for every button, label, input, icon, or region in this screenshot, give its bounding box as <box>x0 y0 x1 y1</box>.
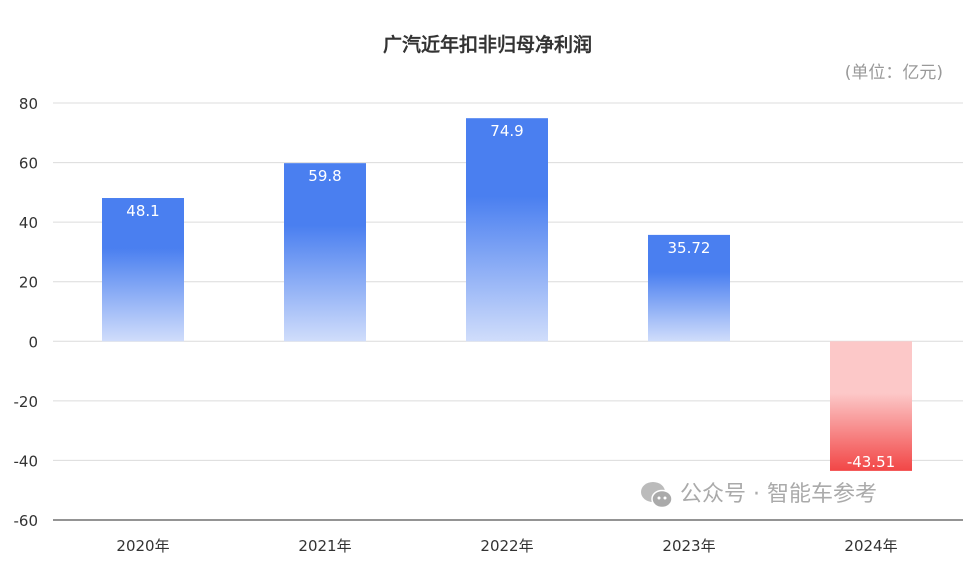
wechat-icon <box>641 482 673 509</box>
x-tick-label: 2023年 <box>662 537 715 555</box>
y-tick-label: 80 <box>19 95 38 113</box>
watermark: 公众号 · 智能车参考 <box>640 481 877 509</box>
data-label: 74.9 <box>490 122 523 140</box>
x-tick-label: 2024年 <box>844 537 897 555</box>
y-tick-label: 0 <box>28 333 38 351</box>
unit-label: (单位：亿元) <box>844 63 943 83</box>
watermark-text: 公众号 · 智能车参考 <box>680 482 877 507</box>
y-tick-label: 20 <box>19 274 38 292</box>
data-label: 35.72 <box>668 239 711 257</box>
bar <box>284 163 366 342</box>
chart-title: 广汽近年扣非归母净利润 <box>382 34 592 56</box>
x-tick-label: 2020年 <box>116 537 169 555</box>
y-tick-label: 60 <box>19 155 38 173</box>
bar <box>466 118 548 342</box>
y-tick-label: 40 <box>19 214 38 232</box>
bar <box>102 198 184 342</box>
data-label: -43.51 <box>847 453 895 471</box>
y-tick-label: -40 <box>14 452 39 470</box>
y-tick-label: -20 <box>14 393 39 411</box>
data-label: 59.8 <box>308 167 341 185</box>
y-tick-label: -60 <box>14 512 39 530</box>
data-label: 48.1 <box>126 202 159 220</box>
bar <box>830 341 912 471</box>
bar <box>648 234 730 342</box>
x-tick-label: 2021年 <box>298 537 351 555</box>
x-tick-label: 2022年 <box>480 537 533 555</box>
